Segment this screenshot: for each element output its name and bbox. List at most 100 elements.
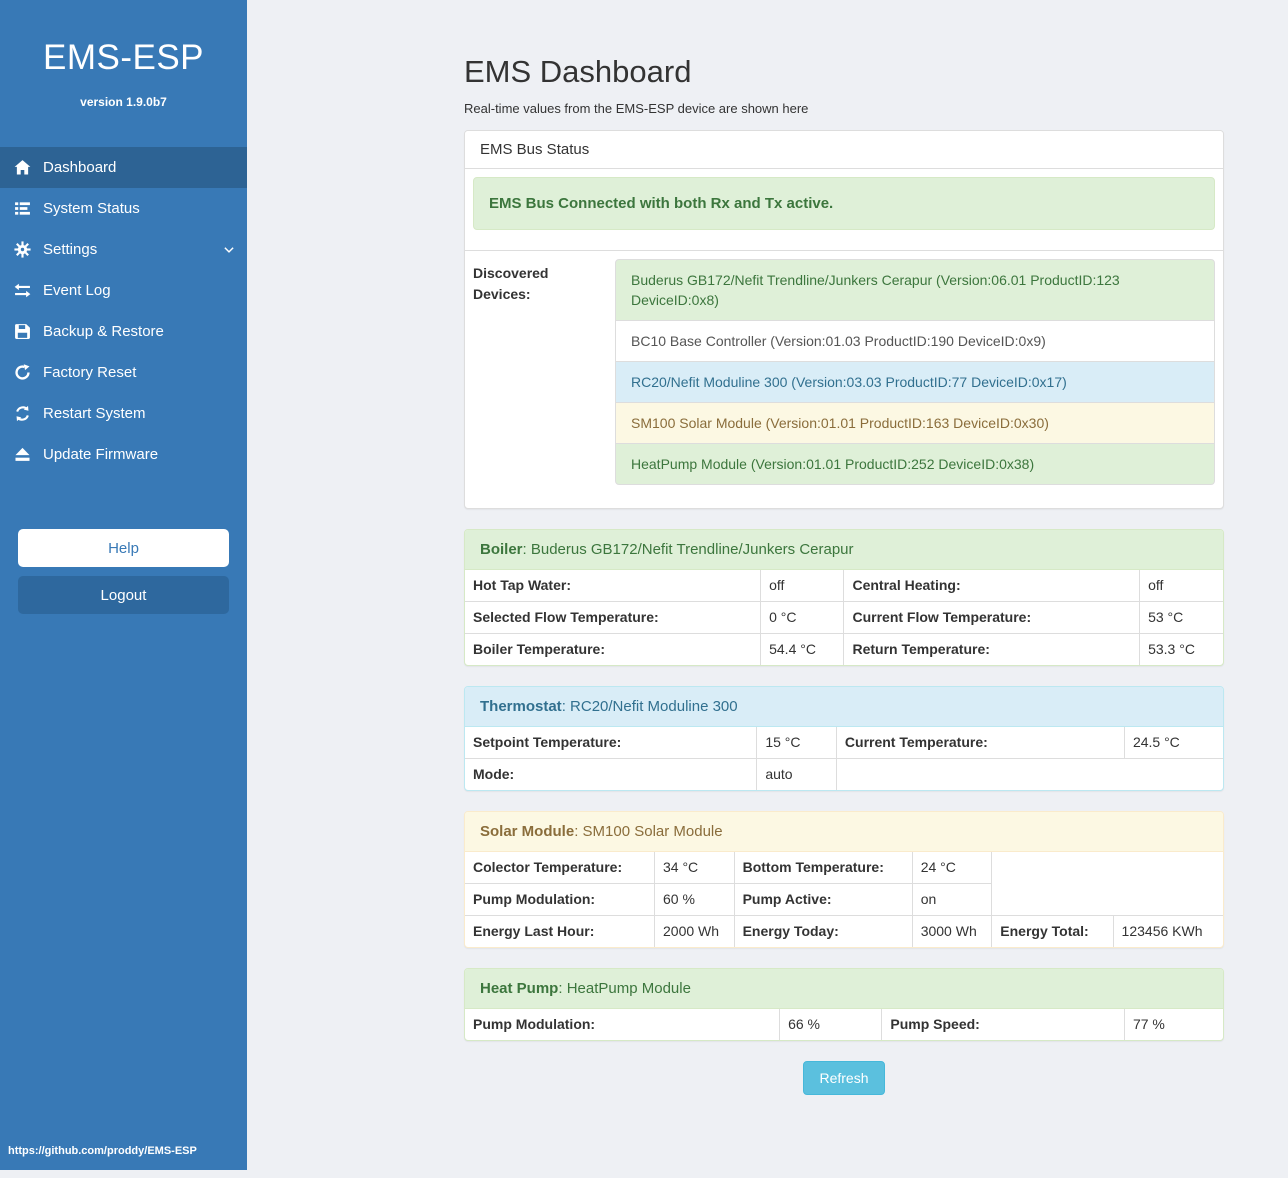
sidebar-item-backup-restore[interactable]: Backup & Restore [0,311,247,352]
sidebar-item-dashboard[interactable]: Dashboard [0,147,247,188]
home-icon [14,159,31,176]
sidebar: EMS-ESP version 1.9.0b7 Dashboard System… [0,0,247,1170]
field-label: Current Flow Temperature: [843,600,1140,634]
sidebar-item-settings[interactable]: Settings [0,229,247,270]
field-value: 3000 Wh [911,914,992,947]
field-label: Colector Temperature: [465,851,655,884]
field-label: Pump Active: [733,882,913,916]
field-value: 0 °C [760,600,844,634]
sidebar-item-label: Backup & Restore [43,323,164,340]
field-label: Setpoint Temperature: [465,726,757,759]
field-label: Return Temperature: [843,632,1140,665]
panel-table: Colector Temperature: 34 °C Bottom Tempera… [465,851,1223,947]
upload-icon [14,446,31,463]
panel-title: Thermostat [480,697,562,715]
device-text: RC20/Nefit Moduline 300 (Version:03.03 P… [631,373,1067,390]
system-status-icon [14,200,31,217]
device-list-item: HeatPump Module (Version:01.01 ProductID… [615,442,1215,485]
panel-heading: Boiler: Buderus GB172/Nefit Trendline/Ju… [465,529,1223,570]
device-list-item: RC20/Nefit Moduline 300 (Version:03.03 P… [615,360,1215,403]
sidebar-item-label: Settings [43,241,98,258]
sidebar-item-label: Restart System [43,405,146,422]
field-label: Energy Total: [991,914,1114,947]
field-label: Selected Flow Temperature: [465,600,761,634]
ems-bus-alert: EMS Bus Connected with both Rx and Tx ac… [473,176,1215,230]
table-row: Hot Tap Water: off Central Heating: off [465,569,1223,602]
sidebar-item-update-firmware[interactable]: Update Firmware [0,434,247,475]
field-value: 123456 KWh [1112,914,1223,947]
refresh-button[interactable]: Refresh [803,1060,885,1095]
panel-table: Setpoint Temperature: 15 °C Current Temper… [465,726,1223,790]
sidebar-item-factory-reset[interactable]: Factory Reset [0,352,247,393]
chevron-down-icon [223,244,235,256]
field-label: Energy Last Hour: [465,914,655,947]
field-value: off [1139,569,1223,602]
sidebar-item-system-status[interactable]: System Status [0,188,247,229]
field-label: Boiler Temperature: [465,632,761,665]
github-link[interactable]: https://github.com/proddy/EMS-ESP [8,1145,197,1157]
field-label: Pump Modulation: [473,1015,596,1032]
panel-device-name: : RC20/Nefit Moduline 300 [561,697,738,715]
save-icon [14,323,31,340]
field-value: auto [756,757,837,790]
help-button[interactable]: Help [18,529,229,567]
field-label: Pump Modulation: [465,882,655,916]
panel-table: Hot Tap Water: off Central Heating: off Sele… [465,569,1223,665]
panel-heading: Thermostat: RC20/Nefit Moduline 300 [465,686,1223,727]
panel-table: Pump Modulation: 66 % Pump Speed: 77 % [465,1008,1223,1040]
field-value: 53.3 °C [1139,632,1223,665]
device-panels: Boiler: Buderus GB172/Nefit Trendline/Ju… [464,528,1224,1041]
panel-device-name: : HeatPump Module [558,979,691,997]
sidebar-menu: Dashboard System Status Settings Event L… [0,147,247,475]
discovered-devices-label: Discovered Devices: [473,264,549,302]
sidebar-item-label: Update Firmware [43,446,159,463]
panel-device-name: : Buderus GB172/Nefit Trendline/Junkers … [522,540,854,558]
panel-solar-module: Solar Module: SM100 Solar Module Colecto… [464,810,1224,948]
panel-heading: Heat Pump: HeatPump Module [465,968,1223,1009]
sidebar-item-event-log[interactable]: Event Log [0,270,247,311]
discovered-devices-row: Discovered Devices: Buderus GB172/Nefit … [465,249,1223,508]
field-value: on [911,882,993,916]
factory-reset-icon [14,364,31,381]
field-label: Central Heating: [843,569,1140,602]
device-list: Buderus GB172/Nefit Trendline/Junkers Ce… [615,258,1215,485]
app-version: version 1.9.0b7 [80,95,167,109]
field-label: Current Temperature: [835,726,1125,759]
field-value: 15 °C [756,726,837,759]
field-value: 54.4 °C [760,632,844,665]
brand: EMS-ESP version 1.9.0b7 [0,0,247,109]
table-row: Colector Temperature: 34 °C Bottom Tempera… [465,851,1223,884]
bus-panel-heading: EMS Bus Status [465,130,1223,169]
sidebar-item-label: System Status [43,200,140,217]
app-title: EMS-ESP [42,38,205,77]
panel-title: Heat Pump [480,979,559,997]
panel-device-name: : SM100 Solar Module [574,822,723,840]
panel-boiler: Boiler: Buderus GB172/Nefit Trendline/Ju… [464,528,1224,666]
device-list-item: Buderus GB172/Nefit Trendline/Junkers Ce… [615,258,1215,321]
logout-button[interactable]: Logout [18,576,229,614]
device-text: SM100 Solar Module (Version:01.01 Produc… [631,414,1049,431]
field-value: off [760,569,844,602]
field-value: 34 °C [654,851,735,884]
sidebar-item-label: Dashboard [43,159,117,176]
refresh-wrap: Refresh [464,1060,1224,1095]
device-text: HeatPump Module (Version:01.01 ProductID… [631,455,1035,472]
panel-thermostat: Thermostat: RC20/Nefit Moduline 300 Setp… [464,685,1224,791]
sidebar-item-label: Factory Reset [43,364,137,381]
field-value: 24.5 °C [1123,726,1223,759]
device-text: BC10 Base Controller (Version:01.03 Prod… [631,332,1046,349]
exchange-icon [14,282,31,299]
main-content: EMS Dashboard Real-time values from the … [464,0,1224,1095]
field-value: 60 % [654,882,735,916]
table-row: Setpoint Temperature: 15 °C Current Temper… [465,726,1223,759]
panel-title: Solar Module [480,822,575,840]
field-label: Bottom Temperature: [733,851,913,884]
field-label: Mode: [465,757,757,790]
field-value: 53 °C [1139,600,1223,634]
sidebar-item-restart-system[interactable]: Restart System [0,393,247,434]
table-row: Energy Last Hour: 2000 Wh Energy Today: 300… [465,914,1223,947]
gear-icon [14,241,31,258]
panel-heading: Solar Module: SM100 Solar Module [465,811,1223,852]
field-label: Hot Tap Water: [465,569,761,602]
table-row: Pump Modulation: 66 % Pump Speed: 77 % [465,1008,1223,1040]
